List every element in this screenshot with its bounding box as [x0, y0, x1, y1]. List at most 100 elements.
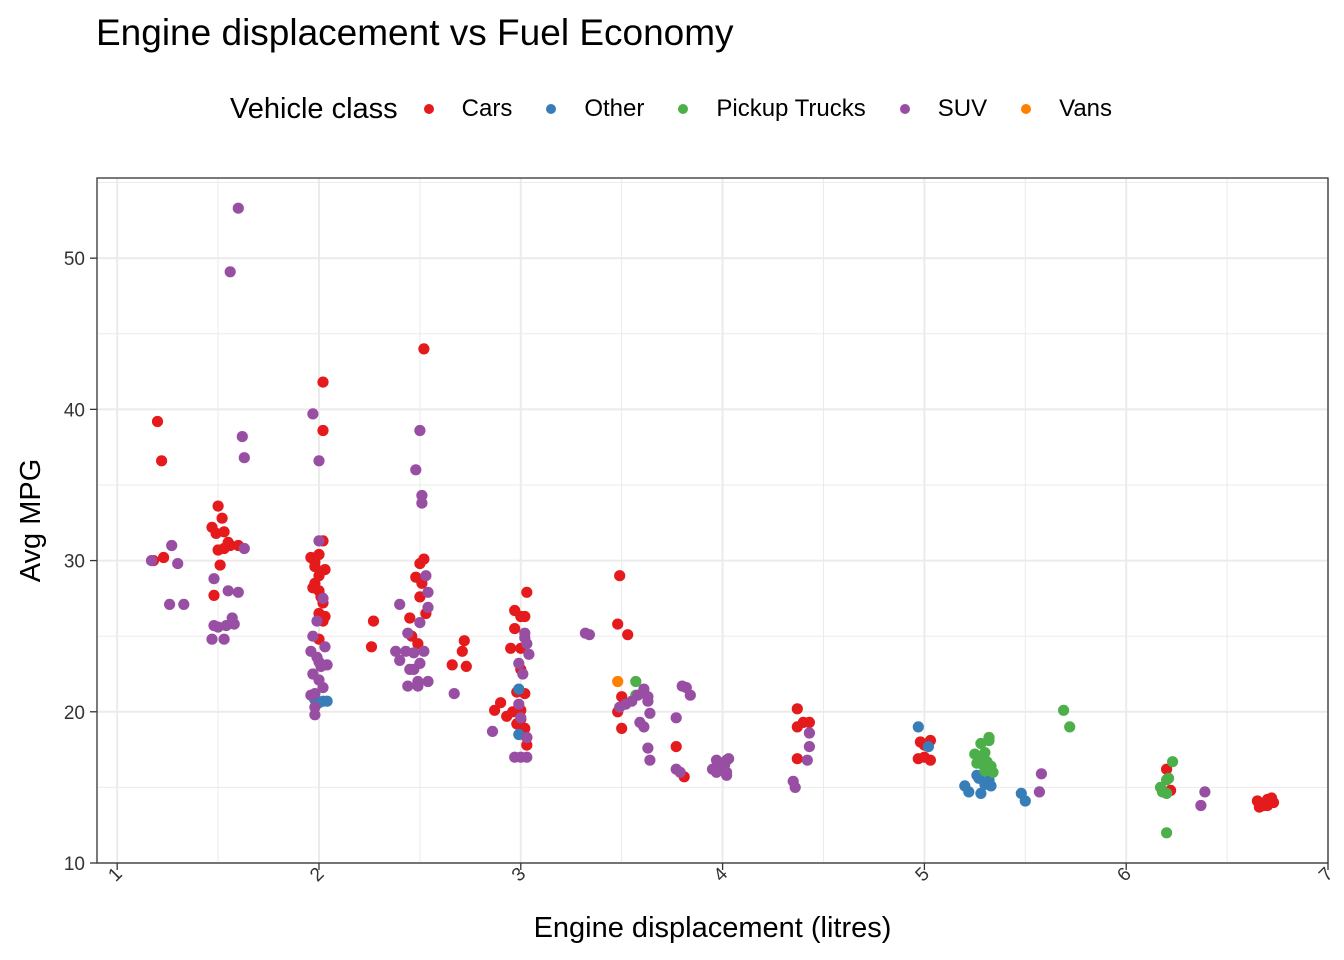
point-cars [208, 589, 220, 602]
legend: Vehicle class Cars Other Pickup Trucks S… [230, 90, 1146, 128]
point-suv [670, 712, 682, 724]
point-suv [402, 680, 414, 692]
point-suv [402, 627, 414, 639]
point-suv [172, 558, 184, 570]
point-pickup-trucks [1163, 772, 1175, 784]
point-suv [206, 633, 218, 645]
point-cars [418, 343, 430, 355]
point-other [922, 741, 935, 753]
point-suv [674, 766, 686, 778]
point-cars [460, 660, 472, 673]
point-suv [236, 431, 248, 443]
point-suv [208, 573, 220, 585]
point-suv [422, 675, 434, 688]
point-suv [583, 629, 596, 641]
point-cars [791, 703, 803, 715]
plot-panel-border [96, 177, 1329, 864]
point-cars [1267, 796, 1280, 809]
point-cars [521, 586, 533, 598]
point-cars [317, 424, 329, 437]
point-suv [238, 542, 250, 555]
point-pickup-trucks [630, 675, 642, 688]
point-cars [924, 754, 937, 766]
legend-label-cars: Cars [461, 95, 513, 122]
point-cars [505, 642, 517, 654]
x-tick-label: 2 [306, 864, 328, 886]
point-cars [214, 559, 226, 571]
legend-swatch-cars [423, 104, 434, 114]
point-suv [317, 592, 329, 605]
point-suv [642, 742, 654, 754]
point-suv [313, 656, 325, 668]
point-suv [394, 598, 406, 611]
point-suv [309, 709, 321, 721]
legend-swatch-other [546, 104, 557, 114]
point-cars [670, 741, 682, 753]
point-suv [517, 668, 529, 680]
point-other [912, 721, 924, 733]
point-cars [1161, 763, 1173, 775]
point-other [985, 780, 997, 792]
point-suv [513, 657, 525, 670]
point-suv [232, 202, 244, 214]
x-tick-label: 4 [710, 863, 733, 886]
point-suv [178, 598, 190, 611]
point-cars [803, 716, 816, 729]
legend-swatch-vans [1021, 104, 1032, 114]
point-cars [212, 500, 224, 512]
point-suv [420, 570, 432, 582]
y-axis-title: Avg MPG [15, 459, 47, 583]
point-suv [638, 721, 650, 733]
point-cars [365, 641, 378, 653]
legend-label-vans: Vans [1059, 95, 1113, 122]
point-cars [367, 615, 380, 627]
point-cars [612, 618, 624, 630]
legend-label-suv: SUV [937, 95, 988, 122]
point-suv [313, 535, 325, 547]
point-suv [1033, 786, 1045, 798]
point-cars [317, 376, 329, 388]
legend-item-pickup-trucks: Pickup Trucks [678, 95, 866, 123]
legend-swatch-pickup-trucks [678, 104, 689, 114]
point-suv [414, 617, 426, 629]
point-cars [519, 610, 531, 623]
chart-title: Engine displacement vs Fuel Economy [96, 12, 734, 53]
point-suv [644, 707, 656, 719]
point-suv [412, 675, 424, 688]
point-cars [458, 635, 470, 647]
point-suv [408, 647, 420, 659]
point-cars [489, 704, 501, 716]
point-cars [404, 612, 416, 624]
point-suv [311, 615, 323, 627]
point-cars [156, 455, 168, 467]
point-suv [390, 645, 402, 657]
point-suv [394, 654, 406, 667]
point-cars [418, 553, 430, 565]
point-suv [684, 689, 696, 701]
point-cars [218, 542, 230, 555]
point-cars [158, 551, 170, 564]
point-cars [614, 570, 626, 582]
legend-label-other: Other [584, 95, 645, 122]
point-suv [523, 648, 535, 660]
point-suv [642, 695, 654, 707]
point-cars [307, 582, 319, 594]
point-pickup-trucks [983, 731, 995, 744]
x-tick-label: 7 [1315, 864, 1337, 886]
point-suv [307, 630, 319, 642]
point-suv [224, 266, 236, 278]
point-suv [307, 408, 319, 420]
point-suv [319, 641, 331, 653]
point-suv [1035, 768, 1047, 780]
point-suv [723, 753, 735, 765]
point-pickup-trucks [979, 747, 991, 759]
legend-item-suv: SUV [899, 95, 988, 123]
point-cars [151, 415, 164, 428]
y-tick-label: 50 [64, 249, 85, 270]
point-suv [721, 766, 733, 778]
legend-title: Vehicle class [230, 92, 398, 125]
legend-label-pickup-trucks: Pickup Trucks [716, 95, 866, 122]
y-tick-label: 30 [64, 552, 85, 573]
point-cars [309, 556, 321, 568]
